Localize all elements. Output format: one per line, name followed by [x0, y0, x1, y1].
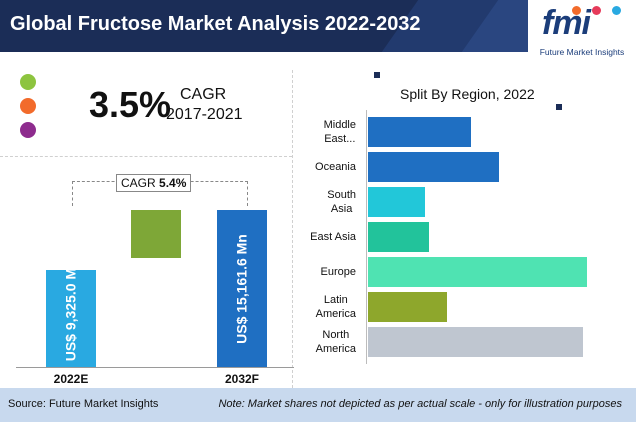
region-bar [368, 187, 425, 217]
bracket-cagr-text: CAGR [121, 176, 156, 190]
region-label: Middle East... [323, 119, 356, 145]
region-bar [368, 327, 583, 357]
bar-2022E: US$ 9,325.0 Mn [46, 259, 96, 367]
decor-square [374, 72, 380, 78]
region-label: North America [315, 329, 356, 355]
region-label: Europe [320, 266, 356, 278]
region-bar [368, 152, 500, 182]
x-tick-label: 2032F [224, 372, 260, 386]
decor-square [556, 104, 562, 110]
region-bar [368, 257, 587, 287]
legend-dot [20, 98, 36, 114]
x-axis [16, 367, 294, 368]
logo-mark: fmi [542, 4, 591, 42]
cagr-label: CAGR [180, 86, 227, 103]
logo-dot [612, 6, 621, 15]
region-label: Latin America [315, 294, 356, 320]
divider [0, 156, 292, 157]
logo-subtitle: Future Market Insights [539, 47, 625, 57]
note-text: Note: Market shares not depicted as per … [218, 398, 622, 410]
logo-dot [572, 6, 581, 15]
bar-increase [131, 210, 181, 258]
bar-value-label: US$ 9,325.0 Mn [62, 259, 79, 361]
region-label: South Asia [327, 189, 356, 215]
region-label: Oceania [315, 161, 356, 173]
page-title: Global Fructose Market Analysis 2022-203… [10, 13, 421, 35]
footer: Source: Future Market Insights Note: Mar… [0, 388, 636, 422]
divider [292, 70, 293, 388]
region-bar [368, 117, 471, 147]
legend-dot [20, 74, 36, 90]
cagr-value: 3.5% [89, 84, 172, 125]
region-chart-title: Split By Region, 2022 [400, 86, 535, 102]
cagr-period: 2017-2021 [166, 106, 243, 123]
logo: fmi Future Market Insights [528, 0, 636, 66]
region-label: East Asia [310, 231, 356, 243]
logo-dot [592, 6, 601, 15]
bracket-cagr-value: 5.4% [159, 176, 187, 190]
x-tick-label: 2022E [53, 372, 89, 386]
y-axis [366, 110, 367, 364]
bar-2032F: US$ 15,161.6 Mn [217, 210, 267, 367]
region-bar [368, 222, 430, 252]
cagr-bracket-label: CAGR 5.4% [116, 174, 192, 192]
region-bar [368, 292, 447, 322]
source-text: Source: Future Market Insights [8, 398, 159, 410]
legend-dot [20, 122, 36, 138]
bar-value-label: US$ 15,161.6 Mn [233, 233, 250, 344]
